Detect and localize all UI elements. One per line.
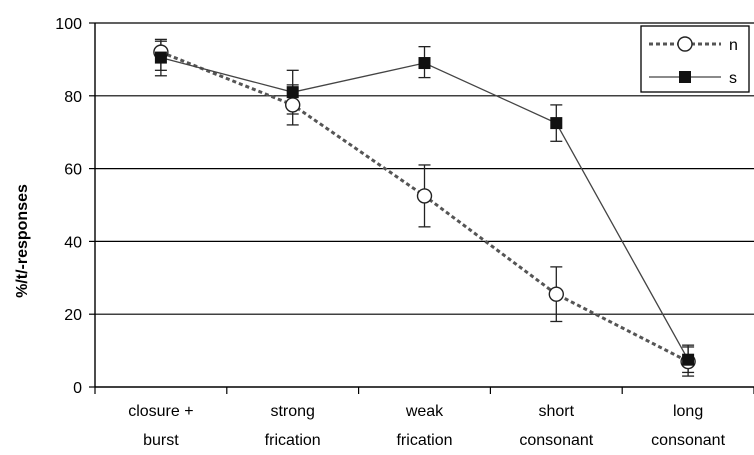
axes-layer: 0 20 40 60 80 100 closure + burst strong fricatio… <box>55 16 754 449</box>
x-category-label: closure + <box>128 403 193 420</box>
y-tick-label: 100 <box>55 16 82 33</box>
x-category-label: burst <box>143 432 179 449</box>
y-tick-label: 40 <box>64 234 82 251</box>
x-category-label: frication <box>265 432 321 449</box>
data-point-s <box>418 57 431 70</box>
legend-label-n: n <box>729 37 738 54</box>
data-point-s <box>154 51 167 64</box>
x-category-label: consonant <box>651 432 725 449</box>
x-category-label: frication <box>396 432 452 449</box>
legend-label-s: s <box>729 70 737 87</box>
legend: ns <box>640 25 750 93</box>
legend-marker-s <box>679 71 691 83</box>
x-category-label: consonant <box>519 432 593 449</box>
x-category-label: weak <box>405 403 444 420</box>
series-layer <box>153 38 696 377</box>
x-category-label: short <box>539 403 575 420</box>
y-tick-label: 0 <box>73 380 82 397</box>
data-point-n <box>285 97 301 113</box>
legend-box <box>640 25 750 93</box>
y-tick-label: 80 <box>64 89 82 106</box>
y-axis-label: %/t/-responses <box>14 184 31 298</box>
data-point-n <box>548 286 564 302</box>
y-tick-label: 60 <box>64 162 82 179</box>
data-point-n <box>416 188 433 204</box>
y-tick-label: 20 <box>64 307 82 324</box>
data-point-s <box>682 353 695 366</box>
x-category-label: long <box>673 403 703 420</box>
data-point-s <box>550 117 563 130</box>
data-point-s <box>286 86 299 99</box>
x-category-label: strong <box>270 403 314 420</box>
legend-marker-n <box>677 36 693 52</box>
